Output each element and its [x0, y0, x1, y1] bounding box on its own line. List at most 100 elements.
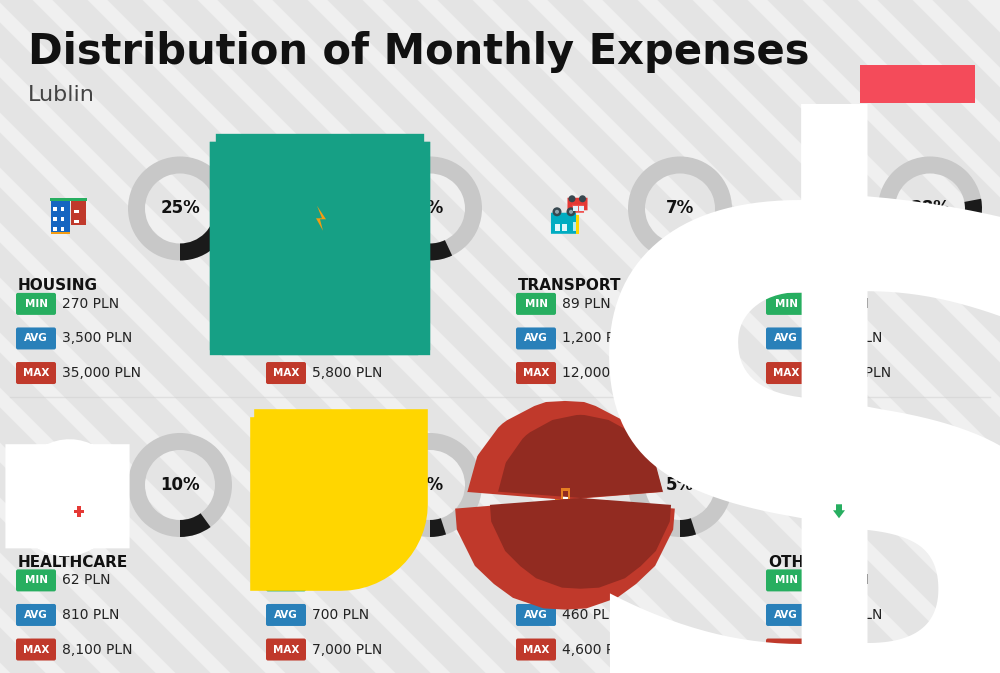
FancyBboxPatch shape	[551, 213, 576, 234]
Text: ENERGY: ENERGY	[268, 279, 336, 293]
Wedge shape	[128, 157, 232, 260]
FancyBboxPatch shape	[77, 487, 82, 494]
Text: 35,000 PLN: 35,000 PLN	[62, 366, 141, 380]
FancyBboxPatch shape	[266, 328, 306, 349]
Text: 810 PLN: 810 PLN	[62, 608, 119, 622]
Polygon shape	[316, 206, 326, 231]
Wedge shape	[628, 157, 732, 260]
FancyBboxPatch shape	[573, 222, 576, 231]
Text: AVG: AVG	[524, 333, 548, 343]
Wedge shape	[680, 518, 696, 537]
FancyBboxPatch shape	[516, 639, 556, 660]
Text: MAX: MAX	[523, 368, 549, 378]
Text: MIN: MIN	[274, 299, 298, 309]
Wedge shape	[680, 240, 702, 260]
Text: 1,500 PLN: 1,500 PLN	[812, 608, 882, 622]
FancyBboxPatch shape	[766, 639, 806, 660]
FancyBboxPatch shape	[573, 206, 578, 211]
Text: 45 PLN: 45 PLN	[312, 297, 360, 311]
Text: AVG: AVG	[774, 610, 798, 620]
Polygon shape	[818, 231, 824, 242]
Text: MAX: MAX	[773, 368, 799, 378]
Polygon shape	[52, 487, 82, 502]
FancyBboxPatch shape	[579, 206, 584, 211]
Text: 7%: 7%	[666, 199, 694, 217]
FancyBboxPatch shape	[16, 604, 56, 626]
FancyBboxPatch shape	[766, 362, 806, 384]
Text: HOUSING: HOUSING	[18, 279, 98, 293]
Text: 580 PLN: 580 PLN	[312, 332, 369, 345]
Text: HEALTHCARE: HEALTHCARE	[18, 555, 128, 570]
Text: Lublin: Lublin	[28, 85, 95, 105]
FancyBboxPatch shape	[766, 569, 806, 592]
Wedge shape	[430, 518, 446, 537]
FancyBboxPatch shape	[74, 210, 79, 213]
FancyBboxPatch shape	[51, 232, 70, 234]
Text: 10%: 10%	[160, 476, 200, 494]
Circle shape	[566, 207, 576, 216]
Text: 5,800 PLN: 5,800 PLN	[312, 366, 382, 380]
FancyBboxPatch shape	[555, 474, 575, 500]
Text: 13%: 13%	[910, 476, 950, 494]
Text: EDUCATION: EDUCATION	[268, 555, 367, 570]
Text: 700 PLN: 700 PLN	[312, 608, 369, 622]
Text: MIN: MIN	[774, 575, 798, 586]
Circle shape	[824, 233, 834, 243]
FancyBboxPatch shape	[74, 220, 79, 223]
Text: MIN: MIN	[774, 299, 798, 309]
FancyBboxPatch shape	[809, 231, 815, 242]
Circle shape	[568, 195, 576, 203]
Circle shape	[555, 210, 559, 214]
FancyBboxPatch shape	[576, 215, 579, 234]
FancyBboxPatch shape	[266, 604, 306, 626]
Text: AVG: AVG	[774, 333, 798, 343]
FancyBboxPatch shape	[516, 328, 556, 349]
FancyBboxPatch shape	[60, 207, 64, 211]
FancyBboxPatch shape	[555, 224, 560, 231]
Polygon shape	[306, 201, 334, 236]
Wedge shape	[628, 433, 732, 537]
Circle shape	[569, 210, 573, 214]
Text: MIN: MIN	[524, 299, 548, 309]
FancyBboxPatch shape	[562, 224, 567, 231]
Text: MAX: MAX	[273, 368, 299, 378]
Text: MAX: MAX	[23, 645, 49, 655]
FancyBboxPatch shape	[802, 494, 834, 502]
Text: 8,100 PLN: 8,100 PLN	[62, 643, 132, 657]
FancyBboxPatch shape	[516, 604, 556, 626]
Wedge shape	[878, 157, 982, 260]
Wedge shape	[128, 433, 232, 537]
Text: 54 PLN: 54 PLN	[312, 573, 360, 588]
Wedge shape	[378, 157, 482, 260]
Circle shape	[66, 495, 82, 511]
Text: 89 PLN: 89 PLN	[562, 297, 611, 311]
FancyBboxPatch shape	[306, 487, 334, 493]
FancyBboxPatch shape	[572, 205, 584, 213]
Text: 2,900 PLN: 2,900 PLN	[812, 332, 882, 345]
FancyBboxPatch shape	[266, 639, 306, 660]
Wedge shape	[180, 513, 211, 537]
FancyBboxPatch shape	[50, 198, 87, 201]
Polygon shape	[303, 496, 337, 512]
Text: 5%: 5%	[416, 476, 444, 494]
Text: OTHER: OTHER	[768, 555, 826, 570]
FancyBboxPatch shape	[16, 328, 56, 349]
Text: 7%: 7%	[416, 199, 444, 217]
FancyBboxPatch shape	[266, 362, 306, 384]
Circle shape	[552, 207, 562, 216]
FancyBboxPatch shape	[59, 487, 64, 495]
FancyBboxPatch shape	[516, 293, 556, 315]
FancyBboxPatch shape	[860, 65, 975, 103]
Wedge shape	[878, 433, 982, 537]
FancyBboxPatch shape	[16, 362, 56, 384]
Text: 29,000 PLN: 29,000 PLN	[812, 366, 891, 380]
Text: AVG: AVG	[24, 333, 48, 343]
Text: $: $	[544, 104, 1000, 673]
Text: 62 PLN: 62 PLN	[62, 573, 110, 588]
FancyBboxPatch shape	[306, 494, 334, 500]
FancyBboxPatch shape	[16, 569, 56, 592]
Wedge shape	[378, 433, 482, 537]
FancyBboxPatch shape	[306, 481, 334, 487]
FancyBboxPatch shape	[516, 569, 556, 592]
Text: MAX: MAX	[273, 645, 299, 655]
